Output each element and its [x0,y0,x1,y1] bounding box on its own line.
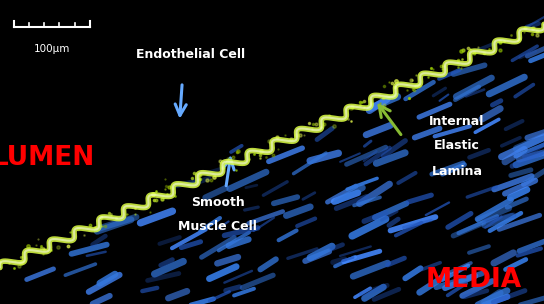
Text: Muscle Cell: Muscle Cell [178,220,257,233]
Text: MEDIA: MEDIA [425,267,521,293]
Text: Lamina: Lamina [431,165,483,178]
Text: Endothelial Cell: Endothelial Cell [136,48,245,61]
Text: Smooth: Smooth [191,196,244,209]
Text: Elastic: Elastic [434,140,480,152]
Text: Internal: Internal [429,115,485,128]
Text: 100μm: 100μm [34,44,70,54]
Text: LUMEN: LUMEN [0,145,95,171]
